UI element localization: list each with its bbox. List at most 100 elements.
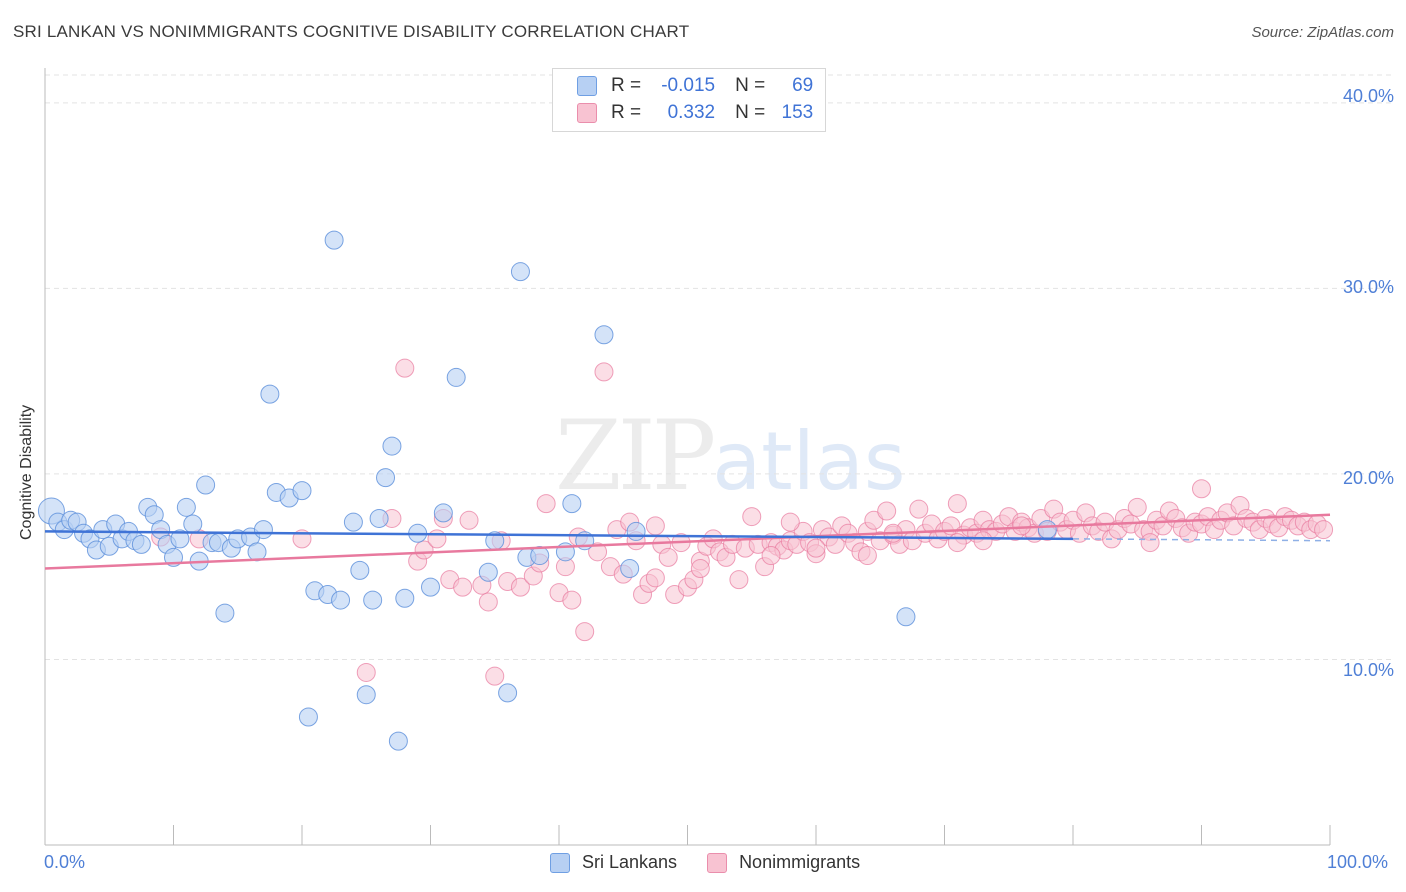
legend-row-nonimmigrants: R = 0.332 N = 153 [577, 101, 813, 125]
nonimmigrants-point [1314, 520, 1334, 540]
nonimmigrants-point [453, 577, 473, 597]
sri-lankans-point [395, 588, 415, 608]
sri-lankans-point [324, 230, 344, 250]
legend-swatch-pink [577, 103, 597, 123]
nonimmigrants-point [658, 547, 678, 567]
nonimmigrants-point [645, 568, 665, 588]
sri-lankans-point [369, 508, 389, 528]
nonimmigrants-point [742, 507, 762, 527]
source-label: Source: ZipAtlas.com [1251, 24, 1394, 41]
bottom-legend-swatch-pink [707, 852, 728, 873]
bottom-legend: Sri Lankans Nonimmigrants [550, 852, 890, 873]
nonimmigrants-point [414, 540, 434, 560]
legend: R = -0.015 N = 69 R = 0.332 N = 153 [552, 68, 826, 132]
sri-lankans-trend-line [44, 530, 1074, 541]
nonimmigrants-point [575, 622, 595, 642]
sri-lankans-point [292, 481, 312, 501]
sri-lankans-point [896, 607, 916, 627]
nonimmigrants-point [395, 358, 415, 378]
bottom-legend-swatch-blue [550, 852, 570, 873]
sri-lankans-point [170, 529, 190, 549]
sri-lankans-point [343, 512, 363, 532]
sri-lankans-point [376, 468, 396, 488]
sri-lankans-point [247, 542, 267, 562]
sri-lankans-point [176, 497, 196, 517]
nonimmigrants-point [562, 590, 582, 610]
sri-lankans-point [421, 577, 440, 597]
nonimmigrants-point [588, 542, 608, 562]
sri-lankans-point [446, 367, 466, 387]
sri-lankans-point [215, 603, 235, 623]
sri-lankans-point [626, 521, 646, 541]
sri-lankans-trend-extension [1072, 538, 1331, 542]
nonimmigrants-point [857, 546, 877, 566]
nonimmigrants-point [478, 592, 498, 612]
legend-r-value: -0.015 [661, 75, 716, 96]
y-tick-label: 10.0% [1342, 660, 1394, 680]
nonimmigrants-point [459, 510, 479, 530]
legend-r-label: R = [611, 102, 642, 123]
x-tick-label: 0.0% [44, 852, 86, 872]
chart-title: SRI LANKAN VS NONIMMIGRANTS COGNITIVE DI… [13, 22, 690, 41]
y-tick-label: 40.0% [1342, 86, 1394, 106]
nonimmigrants-point [761, 546, 781, 566]
sri-lankans-point [1037, 520, 1057, 540]
sri-lankans-point [298, 707, 318, 727]
nonimmigrants-trend-line [44, 513, 1331, 570]
sri-lankans-point [594, 325, 614, 345]
sri-lankans-point [196, 475, 216, 495]
sri-lankans-point [478, 562, 498, 582]
sri-lankans-point [498, 683, 518, 703]
nonimmigrants-point [536, 494, 556, 514]
sri-lankans-point [356, 685, 376, 705]
y-tick-label: 30.0% [1342, 277, 1394, 297]
nonimmigrants-point [729, 570, 749, 590]
nonimmigrants-point [806, 538, 826, 558]
watermark: ZIPatlas [555, 400, 906, 512]
sri-lankans-point [510, 262, 530, 282]
nonimmigrants-point [1140, 533, 1160, 553]
nonimmigrants-point [780, 512, 800, 532]
sri-lankans-point [131, 534, 151, 554]
bottom-legend-nonimmigrants: Nonimmigrants [707, 852, 860, 873]
sri-lankans-point [363, 590, 383, 610]
bottom-legend-label: Sri Lankans [582, 852, 678, 872]
legend-n-value: 153 [781, 102, 814, 123]
nonimmigrants-point [510, 577, 530, 597]
legend-swatch-blue [577, 76, 597, 96]
nonimmigrants-point [947, 533, 967, 553]
legend-n-label: N = [735, 102, 766, 123]
nonimmigrants-point [1127, 497, 1147, 517]
sri-lankans-point [331, 590, 351, 610]
watermark-atlas: atlas [712, 415, 906, 508]
legend-r-label: R = [611, 75, 642, 96]
sri-lankans-point [382, 436, 402, 456]
nonimmigrants-point [594, 362, 614, 382]
nonimmigrants-point [427, 529, 447, 549]
y-tick-label: 20.0% [1342, 468, 1394, 488]
sri-lankans-point [253, 520, 273, 540]
x-tick-label: 100.0% [1327, 852, 1389, 872]
legend-r-value: 0.332 [667, 102, 716, 123]
sri-lankans-point [620, 559, 640, 579]
legend-n-label: N = [735, 75, 766, 96]
nonimmigrants-point [864, 510, 884, 530]
sri-lankans-point [562, 494, 582, 514]
sri-lankans-point [433, 503, 453, 523]
nonimmigrants-point [909, 499, 929, 519]
nonimmigrants-point [973, 531, 993, 551]
legend-row-sri-lankans: R = -0.015 N = 69 [577, 74, 813, 98]
bottom-legend-label: Nonimmigrants [739, 852, 861, 872]
sri-lankans-point [260, 384, 280, 404]
nonimmigrants-point [1192, 479, 1211, 499]
sri-lankans-point [530, 546, 550, 566]
bottom-legend-sri-lankans: Sri Lankans [550, 852, 677, 873]
legend-n-value: 69 [792, 75, 814, 96]
nonimmigrants-point [947, 494, 967, 514]
nonimmigrants-point [356, 662, 376, 682]
nonimmigrants-point [645, 516, 665, 536]
watermark-zip: ZIP [555, 400, 716, 512]
sri-lankans-point [388, 731, 408, 751]
nonimmigrants-point [690, 559, 710, 579]
